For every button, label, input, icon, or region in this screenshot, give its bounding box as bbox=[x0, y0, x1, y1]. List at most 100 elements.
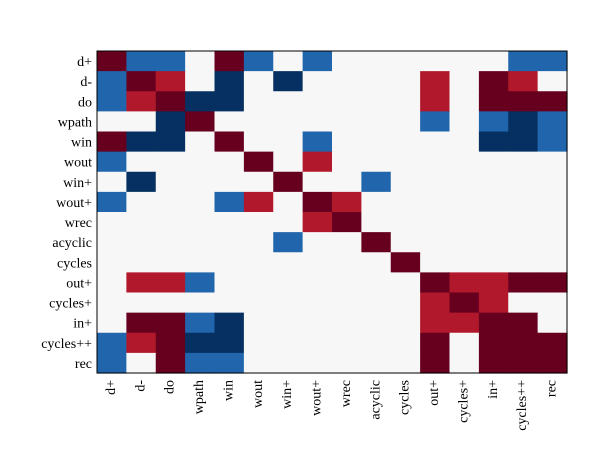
heatmap-cell-cycles-wrec bbox=[332, 252, 362, 273]
heatmap-cell-win-d- bbox=[126, 131, 157, 153]
heatmap-cell-win-d+ bbox=[97, 131, 127, 153]
heatmap-cell-out+-cycles bbox=[390, 272, 421, 294]
heatmap-cell-cycles+-acyclic bbox=[361, 292, 392, 314]
heatmap-cell-wout-do bbox=[155, 151, 186, 173]
heatmap-cell-acyclic-cycles bbox=[390, 232, 421, 253]
x-tick-label: out+ bbox=[427, 380, 442, 406]
heatmap-cell-win+-wout+ bbox=[302, 171, 333, 193]
heatmap-cell-d--wpath bbox=[185, 71, 216, 92]
heatmap-cell-wpath-acyclic bbox=[361, 111, 392, 133]
heatmap-cell-wout+-win+ bbox=[273, 191, 304, 213]
heatmap-cell-d+-acyclic bbox=[361, 51, 392, 72]
x-tick-label: wrec bbox=[339, 380, 354, 407]
heatmap-cell-rec-d- bbox=[126, 352, 157, 374]
heatmap-cell-win-cycles bbox=[390, 131, 421, 153]
heatmap-cell-acyclic-cycles+ bbox=[449, 232, 480, 253]
x-tick-label: wpath bbox=[192, 380, 207, 414]
heatmap-cell-out+-wpath bbox=[185, 272, 216, 294]
heatmap-cell-acyclic-wpath bbox=[185, 232, 216, 253]
heatmap-cell-do-wrec bbox=[332, 91, 362, 112]
heatmap-cell-win+-d- bbox=[126, 171, 157, 193]
heatmap-cell-wout+-do bbox=[155, 191, 186, 213]
heatmap-cell-d+-out+ bbox=[420, 51, 451, 72]
heatmap-cell-acyclic-in+ bbox=[478, 232, 509, 253]
heatmap-cell-out+-win+ bbox=[273, 272, 304, 294]
heatmap-cell-wpath-d+ bbox=[97, 111, 127, 133]
heatmap-cell-d+-rec bbox=[537, 51, 568, 72]
heatmap-cell-wrec-win bbox=[214, 212, 245, 233]
heatmap-cell-in+-in+ bbox=[478, 312, 509, 334]
heatmap-cell-cycles-in+ bbox=[478, 252, 509, 273]
heatmap-cell-rec-rec bbox=[537, 352, 568, 374]
heatmap-cell-win+-rec bbox=[537, 171, 568, 193]
heatmap-cell-wrec-cycles bbox=[390, 212, 421, 233]
heatmap-cell-in+-wout+ bbox=[302, 312, 333, 334]
heatmap-cell-cycles+-win+ bbox=[273, 292, 304, 314]
heatmap-cell-d+-wout bbox=[243, 51, 274, 72]
heatmap-cell-d--wout bbox=[243, 71, 274, 92]
heatmap-cell-wrec-in+ bbox=[478, 212, 509, 233]
heatmap-cell-in+-acyclic bbox=[361, 312, 392, 334]
heatmap-cell-win-wout bbox=[243, 131, 274, 153]
heatmap-cell-acyclic-d+ bbox=[97, 232, 127, 253]
heatmap-cell-d--rec bbox=[537, 71, 568, 92]
heatmap-cell-win-wpath bbox=[185, 131, 216, 153]
heatmap-cell-cycles++-rec bbox=[537, 332, 568, 354]
x-tick-label: acyclic bbox=[368, 380, 383, 420]
heatmap-cell-d+-d+ bbox=[97, 51, 127, 72]
heatmap-cell-wpath-cycles++ bbox=[508, 111, 539, 133]
heatmap-cell-wpath-wout+ bbox=[302, 111, 333, 133]
heatmap-cell-d--cycles++ bbox=[508, 71, 539, 92]
heatmap-cell-do-out+ bbox=[420, 91, 451, 112]
heatmap-cell-wout+-cycles+ bbox=[449, 191, 480, 213]
heatmap-cell-acyclic-d- bbox=[126, 232, 157, 253]
y-tick-label: wout+ bbox=[56, 196, 92, 211]
heatmap-cell-wout+-d+ bbox=[97, 191, 127, 213]
heatmap-cell-do-wout+ bbox=[302, 91, 333, 112]
x-tick-label: wout bbox=[251, 380, 266, 408]
heatmap-cell-do-cycles++ bbox=[508, 91, 539, 112]
heatmap-cell-wpath-out+ bbox=[420, 111, 451, 133]
heatmap-cell-wrec-d+ bbox=[97, 212, 127, 233]
heatmap-cell-win+-do bbox=[155, 171, 186, 193]
heatmap-cell-cycles++-d- bbox=[126, 332, 157, 354]
heatmap-cell-wout-wout bbox=[243, 151, 274, 173]
heatmap-cell-cycles-wpath bbox=[185, 252, 216, 273]
y-tick-label: out+ bbox=[66, 276, 92, 291]
heatmap-cell-win+-win bbox=[214, 171, 245, 193]
y-tick-label: wout bbox=[64, 156, 92, 171]
heatmap-cell-wrec-wrec bbox=[332, 212, 362, 233]
heatmap-cell-acyclic-wout bbox=[243, 232, 274, 253]
heatmap-cell-cycles+-d+ bbox=[97, 292, 127, 314]
heatmap-cell-d+-cycles bbox=[390, 51, 421, 72]
x-tick-label: in+ bbox=[486, 380, 501, 399]
heatmap-cell-wrec-wout bbox=[243, 212, 274, 233]
heatmap-cell-win+-acyclic bbox=[361, 171, 392, 193]
heatmap-cell-in+-rec bbox=[537, 312, 568, 334]
heatmap-cell-cycles-wout+ bbox=[302, 252, 333, 273]
x-tick-label: d- bbox=[133, 380, 148, 392]
heatmap-cell-wrec-win+ bbox=[273, 212, 304, 233]
heatmap-cell-wpath-wrec bbox=[332, 111, 362, 133]
heatmap-cell-do-cycles+ bbox=[449, 91, 480, 112]
heatmap-cell-wout+-in+ bbox=[478, 191, 509, 213]
x-tick-label: cycles++ bbox=[515, 380, 530, 431]
heatmap-cell-wout+-wout+ bbox=[302, 191, 333, 213]
heatmap-cell-out+-wout bbox=[243, 272, 274, 294]
heatmap-cell-win-wout+ bbox=[302, 131, 333, 153]
heatmap-cell-cycles-win+ bbox=[273, 252, 304, 273]
y-tick-label: rec bbox=[75, 357, 92, 372]
heatmap-cell-wpath-in+ bbox=[478, 111, 509, 133]
heatmap-cell-wrec-wout+ bbox=[302, 212, 333, 233]
heatmap-cell-do-win+ bbox=[273, 91, 304, 112]
heatmap-cell-win+-wpath bbox=[185, 171, 216, 193]
heatmap-cell-cycles++-cycles bbox=[390, 332, 421, 354]
y-tick-labels: d+ d-do wpath win wout win+ wout+ wrec acyclic cy… bbox=[41, 55, 92, 372]
heatmap-cell-rec-cycles bbox=[390, 352, 421, 374]
heatmap-cell-wpath-cycles bbox=[390, 111, 421, 133]
heatmap-cell-cycles-cycles++ bbox=[508, 252, 539, 273]
heatmap-cell-rec-win bbox=[214, 352, 245, 374]
heatmap-cell-rec-d+ bbox=[97, 352, 127, 374]
heatmap-cell-in+-wrec bbox=[332, 312, 362, 334]
x-tick-labels: d+ d-do wpath win wout win+ wout+ wrec acyclic cy… bbox=[104, 380, 560, 431]
